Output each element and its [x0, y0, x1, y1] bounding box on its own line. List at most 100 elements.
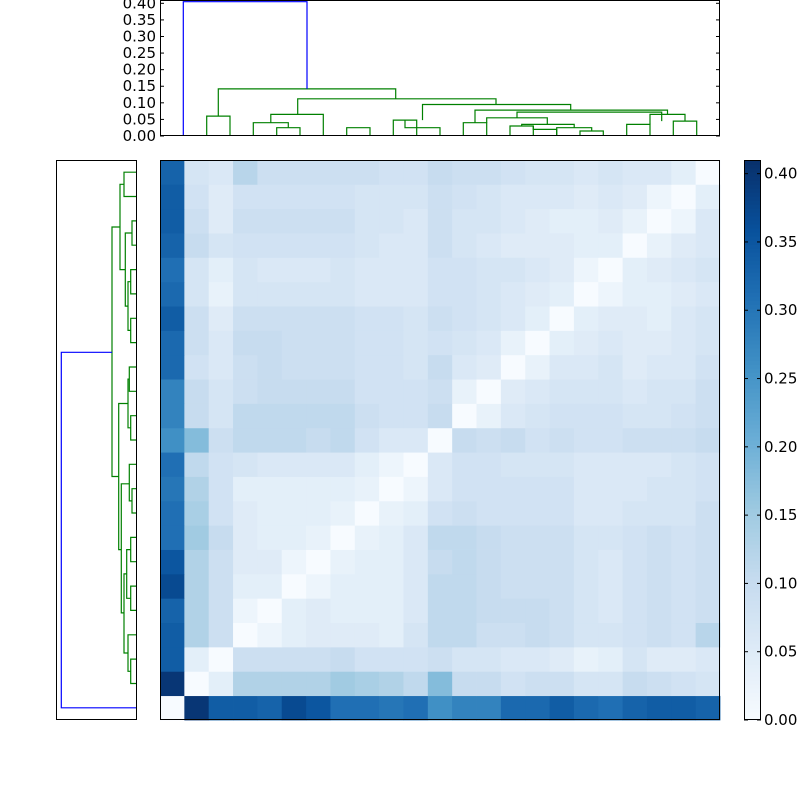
heatmap-cell [160, 403, 185, 429]
heatmap-cell [452, 354, 477, 380]
heatmap-cell [476, 257, 502, 283]
colorbar-stripe [744, 712, 761, 717]
heatmap-cell [379, 500, 404, 526]
top-dendrogram-tick-label: 0.35 [123, 11, 156, 29]
heatmap-cell [403, 160, 429, 185]
heatmap-cell [500, 598, 526, 624]
heatmap-cell [184, 354, 210, 380]
heatmap-cell [598, 549, 624, 575]
heatmap-cell [330, 208, 356, 234]
heatmap-cell [233, 354, 258, 380]
colorbar-stripe [744, 604, 761, 609]
left-dendrogram-link [120, 483, 130, 614]
heatmap-cell [379, 622, 404, 648]
heatmap-cell [257, 330, 283, 356]
colorbar-stripe [744, 616, 761, 621]
heatmap-cell [330, 330, 356, 356]
top-dendrogram-link [270, 113, 324, 136]
left-dendrogram-frame [56, 160, 137, 720]
heatmap-cell [598, 160, 624, 185]
heatmap-cell [257, 427, 283, 453]
colorbar-stripe [744, 196, 761, 201]
heatmap-cell [403, 330, 429, 356]
heatmap-cell [160, 330, 185, 356]
colorbar-stripe [744, 464, 761, 469]
heatmap-cell [500, 306, 526, 331]
heatmap-cell [671, 500, 697, 526]
heatmap-cell [184, 257, 210, 283]
heatmap-cell [671, 281, 697, 307]
heatmap-cell [695, 184, 721, 210]
heatmap-cell [476, 184, 502, 210]
top-dendrogram-tick-label: 0.05 [123, 110, 156, 128]
heatmap-cell [330, 500, 356, 526]
top-dendrogram-frame [160, 0, 720, 136]
heatmap-cell [695, 500, 721, 526]
heatmap-cell [306, 646, 331, 672]
heatmap-cell [233, 622, 258, 648]
heatmap-cell [671, 354, 697, 380]
colorbar-stripe [744, 680, 761, 685]
heatmap-cell [476, 671, 502, 697]
heatmap-cell [476, 354, 502, 380]
heatmap-cell [233, 695, 258, 721]
colorbar-stripe [744, 352, 761, 357]
colorbar-stripe [744, 520, 761, 525]
heatmap-cell [549, 403, 575, 429]
heatmap-cell [208, 233, 234, 258]
heatmap-cell [184, 379, 210, 404]
heatmap-cell [233, 233, 258, 258]
heatmap-cell [330, 476, 356, 502]
heatmap-cell [379, 598, 404, 624]
heatmap-cell [403, 622, 429, 648]
heatmap-cell [354, 452, 380, 477]
colorbar-stripe [744, 440, 761, 445]
heatmap-cell [476, 306, 502, 331]
heatmap-cell [573, 525, 599, 550]
heatmap-cell [403, 476, 429, 502]
heatmap-cell [695, 671, 721, 697]
colorbar-stripe [744, 316, 761, 321]
heatmap-cell [306, 403, 331, 429]
heatmap-cell [403, 306, 429, 331]
colorbar-stripe [744, 236, 761, 241]
heatmap-cell [354, 500, 380, 526]
heatmap-cell [549, 160, 575, 185]
heatmap-cell [549, 646, 575, 672]
heatmap-cell [573, 208, 599, 234]
heatmap-cell [622, 549, 648, 575]
colorbar-stripe [744, 168, 761, 173]
heatmap-cell [208, 452, 234, 477]
colorbar-stripe [744, 596, 761, 601]
heatmap-cell [622, 452, 648, 477]
colorbar-stripe [744, 580, 761, 585]
heatmap-cell [403, 257, 429, 283]
colorbar-stripe [744, 200, 761, 205]
colorbar-stripe [744, 528, 761, 533]
heatmap-cell [257, 452, 283, 477]
heatmap-cell [306, 598, 331, 624]
heatmap-cell [257, 549, 283, 575]
heatmap-cell [452, 646, 477, 672]
heatmap-cell [476, 476, 502, 502]
heatmap-cell [671, 330, 697, 356]
colorbar-stripe [744, 208, 761, 213]
heatmap-cell [622, 281, 648, 307]
heatmap-cell [208, 525, 234, 550]
heatmap-cell [184, 500, 210, 526]
colorbar-stripe [744, 444, 761, 449]
heatmap-cell [233, 281, 258, 307]
heatmap-cell [379, 476, 404, 502]
heatmap-cell [598, 306, 624, 331]
colorbar-tick-label: 0.30 [764, 301, 797, 319]
colorbar-tick-label: 0.25 [764, 370, 797, 388]
colorbar-stripe [744, 500, 761, 505]
heatmap-cell [330, 354, 356, 380]
heatmap-cell [233, 403, 258, 429]
heatmap-cell [452, 476, 477, 502]
heatmap-cell [379, 330, 404, 356]
heatmap-cell [671, 427, 697, 453]
heatmap-cell [160, 160, 185, 185]
heatmap-cell [549, 208, 575, 234]
heatmap-cell [573, 452, 599, 477]
